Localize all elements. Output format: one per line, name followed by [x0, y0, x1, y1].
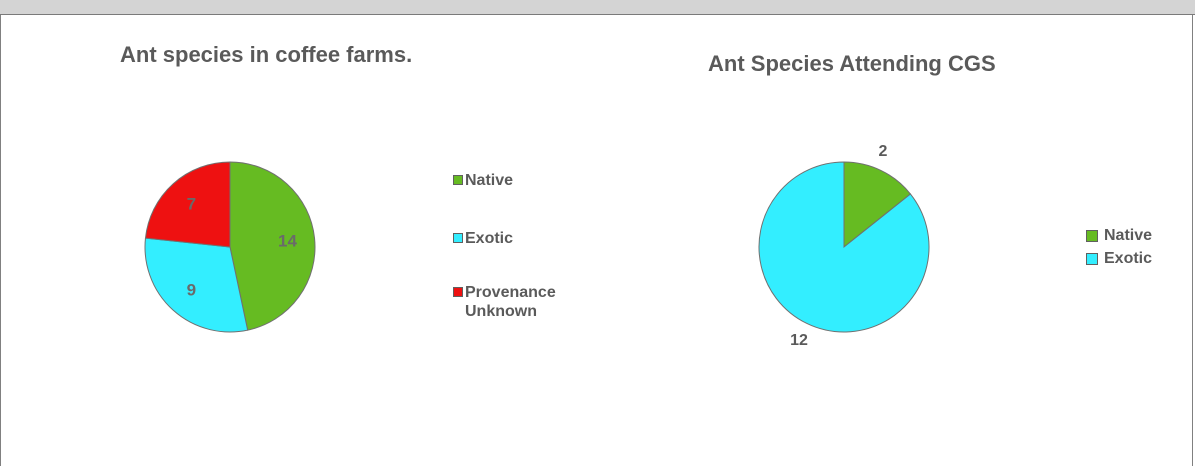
- legend-label-native: Native: [465, 172, 514, 189]
- data-label-exotic: 9: [187, 280, 196, 299]
- pie-slice-provenance-unknown: [144, 161, 231, 248]
- legend-coffee-farms: Native Exotic Provenance Unknown: [453, 171, 625, 321]
- legend-label-exotic: Exotic: [465, 230, 514, 247]
- pie-slice-exotic: [144, 237, 249, 333]
- pie-slice-exotic: [758, 161, 930, 333]
- legend-item-provenance-unknown: Provenance Unknown: [453, 283, 595, 321]
- data-label-native: 2: [879, 143, 888, 160]
- chart-title-coffee-farms: Ant species in coffee farms.: [120, 42, 413, 67]
- legend-swatch-provenance-unknown: [453, 287, 463, 297]
- legend-label-exotic: Exotic: [1104, 250, 1153, 267]
- data-label-provenance-unknown: 7: [187, 195, 196, 214]
- legend-item-exotic: Exotic: [1086, 249, 1152, 272]
- window-top-bar: [0, 0, 1195, 15]
- legend-label-provenance-unknown: Provenance Unknown: [465, 284, 556, 320]
- data-label-exotic: 12: [790, 332, 808, 349]
- legend-item-native: Native: [1086, 226, 1152, 249]
- legend-item-native: Native: [453, 171, 625, 229]
- legend-swatch-exotic: [453, 233, 463, 243]
- data-label-native: 14: [278, 231, 297, 250]
- legend-label-native: Native: [1104, 227, 1153, 244]
- chart-title-attending-cgs: Ant Species Attending CGS: [708, 51, 996, 76]
- pie-slice-native: [229, 161, 316, 331]
- legend-item-exotic: Exotic: [453, 229, 625, 283]
- legend-swatch-exotic: [1086, 253, 1098, 265]
- pie-slice-native: [843, 161, 912, 249]
- legend-swatch-native: [1086, 230, 1098, 242]
- legend-swatch-native: [453, 175, 463, 185]
- legend-attending-cgs: Native Exotic: [1086, 226, 1152, 272]
